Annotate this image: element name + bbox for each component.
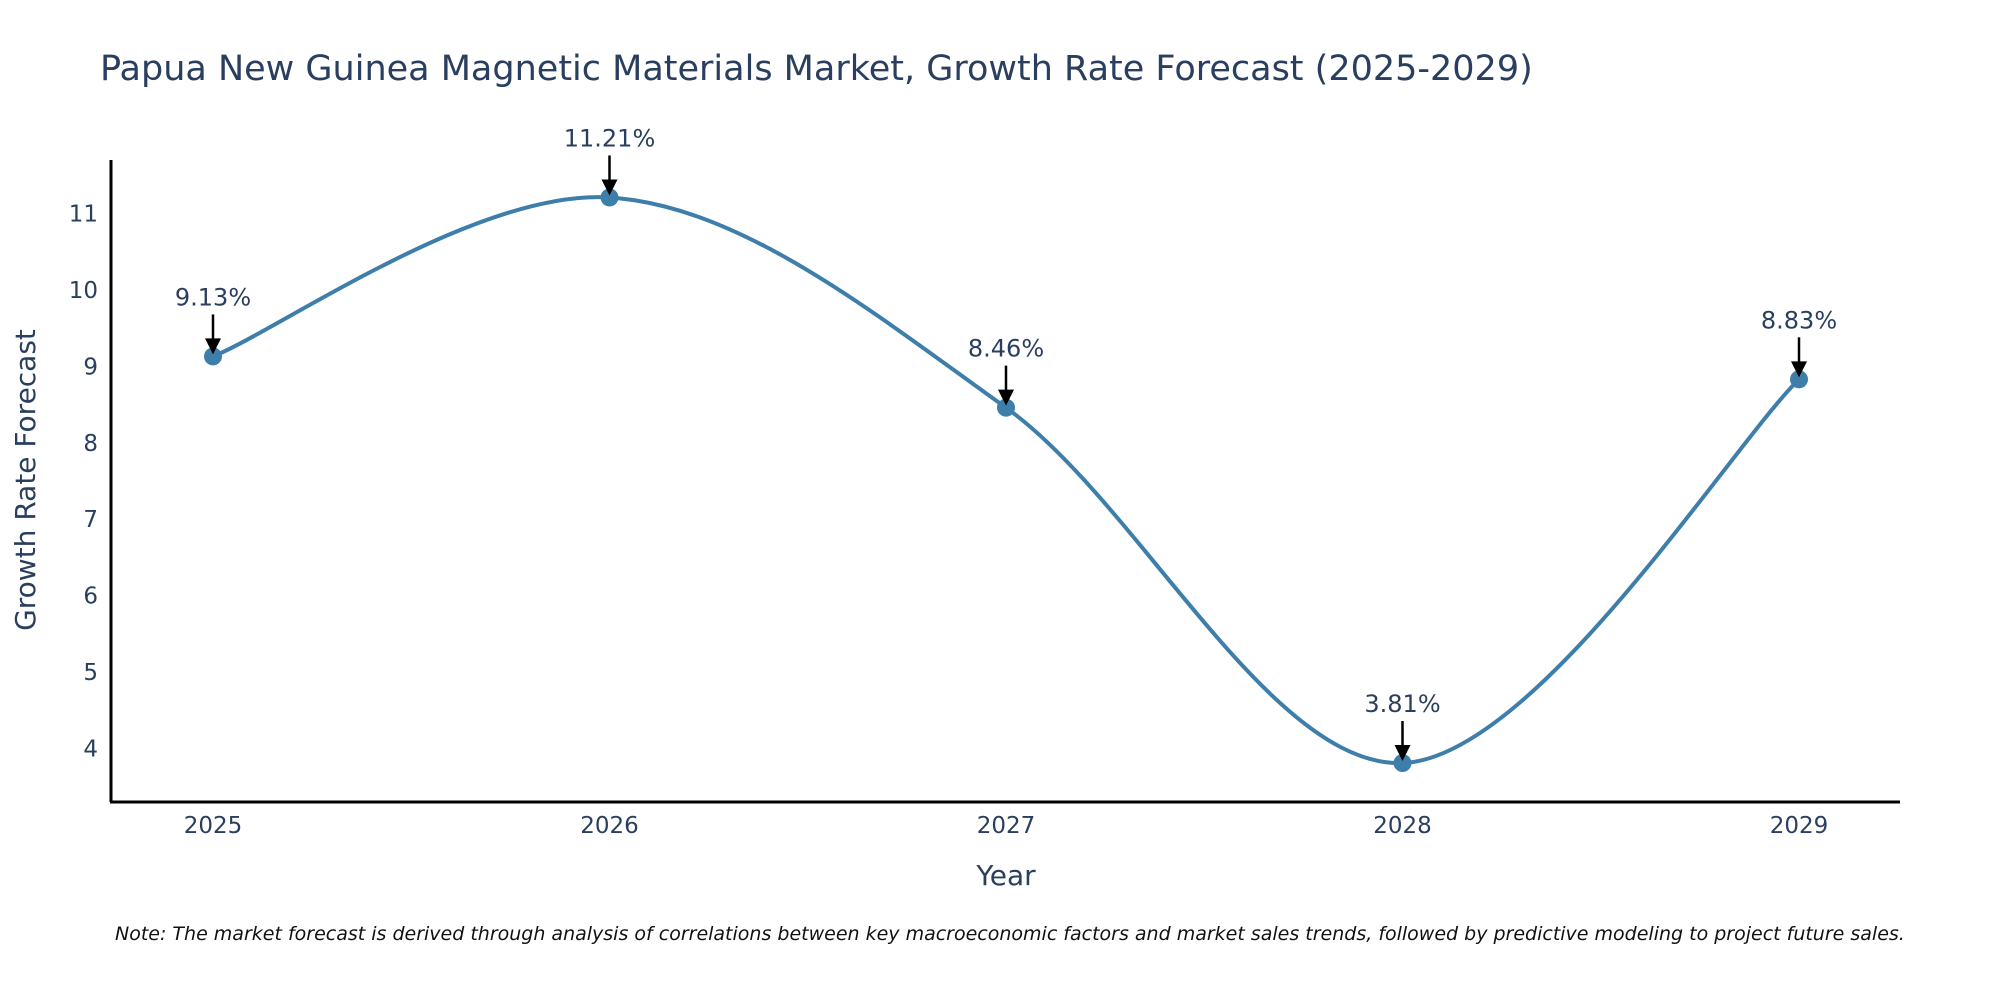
data-point bbox=[600, 188, 619, 207]
annotation-arrowhead bbox=[601, 179, 618, 196]
x-axis-ticks: 2025 2026 2027 2028 2029 bbox=[184, 813, 1829, 839]
y-tick-label: 8 bbox=[83, 431, 98, 457]
y-tick-label: 5 bbox=[83, 660, 98, 686]
y-axis-ticks: 4 5 6 7 8 9 10 11 bbox=[69, 202, 98, 763]
data-label: 8.83% bbox=[1761, 306, 1837, 334]
data-label: 11.21% bbox=[564, 124, 656, 152]
data-markers bbox=[204, 188, 1808, 773]
data-point bbox=[997, 398, 1015, 417]
annotation-arrowhead bbox=[998, 389, 1014, 406]
data-annotations: 9.13% 11.21% 8.46% 3.81% 8.83% bbox=[175, 124, 1837, 762]
data-label: 3.81% bbox=[1364, 690, 1440, 718]
y-tick-label: 9 bbox=[83, 354, 98, 380]
annotation-arrowhead bbox=[205, 338, 221, 355]
annotation-arrowhead bbox=[1394, 745, 1411, 762]
x-tick-label: 2029 bbox=[1770, 813, 1829, 839]
series-line bbox=[212, 195, 1801, 766]
data-point bbox=[204, 347, 222, 366]
y-axis-title: Growth Rate Forecast bbox=[9, 329, 42, 631]
data-point bbox=[1790, 370, 1808, 389]
x-tick-label: 2026 bbox=[580, 813, 639, 839]
y-tick-label: 7 bbox=[83, 507, 98, 533]
footnote: Note: The market forecast is derived thr… bbox=[115, 923, 1905, 945]
chart-title: Papua New Guinea Magnetic Materials Mark… bbox=[100, 49, 1533, 89]
y-tick-label: 11 bbox=[69, 202, 98, 228]
annotation-arrowhead bbox=[1791, 361, 1807, 378]
y-tick-label: 10 bbox=[69, 278, 98, 304]
data-label: 8.46% bbox=[968, 335, 1044, 363]
y-tick-label: 4 bbox=[83, 737, 98, 763]
x-tick-label: 2027 bbox=[977, 813, 1036, 839]
data-point bbox=[1393, 754, 1412, 773]
x-tick-label: 2025 bbox=[184, 813, 243, 839]
data-label: 9.13% bbox=[175, 283, 251, 311]
y-tick-label: 6 bbox=[83, 584, 98, 610]
x-tick-label: 2028 bbox=[1373, 813, 1432, 839]
x-axis-title: Year bbox=[975, 859, 1036, 892]
